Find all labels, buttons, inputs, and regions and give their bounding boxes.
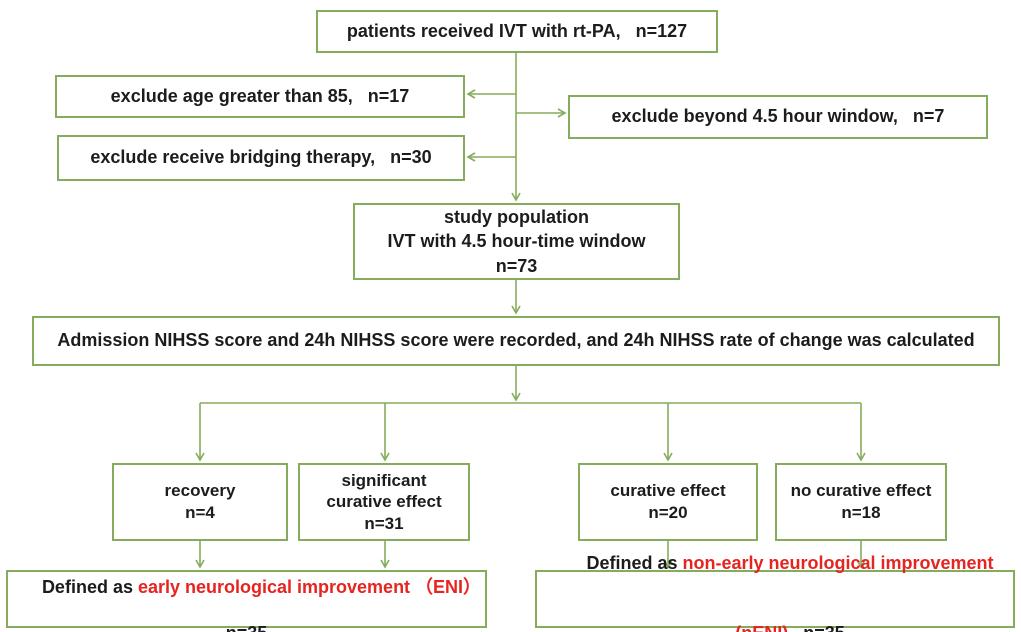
box-exclude-window: exclude beyond 4.5 hour window, n=7: [568, 95, 988, 139]
box-curative-effect: curative effect n=20: [578, 463, 758, 541]
box-patients-ivt: patients received IVT with rt-PA, n=127: [316, 10, 718, 53]
box-neni-definition: Defined as non-early neurological improv…: [535, 553, 1015, 632]
box-eni-definition: Defined as early neurological improvemen…: [6, 570, 487, 632]
box-significant-curative: significant curative effect n=31: [298, 463, 470, 541]
neni-prefix: Defined as: [586, 553, 683, 574]
eni-prefix: Defined as: [41, 576, 138, 597]
box-no-curative-effect: no curative effect n=18: [775, 463, 947, 541]
eni-line1: Defined as early neurological improvemen…: [12, 552, 481, 622]
box-exclude-bridging: exclude receive bridging therapy, n=30: [57, 135, 465, 181]
neni-count: n=35: [788, 623, 845, 632]
box-recovery: recovery n=4: [112, 463, 288, 541]
box-exclude-age: exclude age greater than 85, n=17: [55, 75, 465, 118]
eni-highlight: early neurological improvement （ENI）: [137, 576, 482, 597]
neni-abbrev: (nENI): [735, 623, 788, 632]
box-nihss-recorded: Admission NIHSS score and 24h NIHSS scor…: [32, 316, 1000, 366]
eni-count: n=35: [226, 622, 268, 632]
neni-highlight: non-early neurological improvement: [682, 553, 994, 574]
neni-line2: (nENI) n=35: [705, 599, 845, 632]
neni-line1: Defined as non-early neurological improv…: [556, 529, 993, 599]
box-study-population: study population IVT with 4.5 hour-time …: [353, 203, 680, 280]
